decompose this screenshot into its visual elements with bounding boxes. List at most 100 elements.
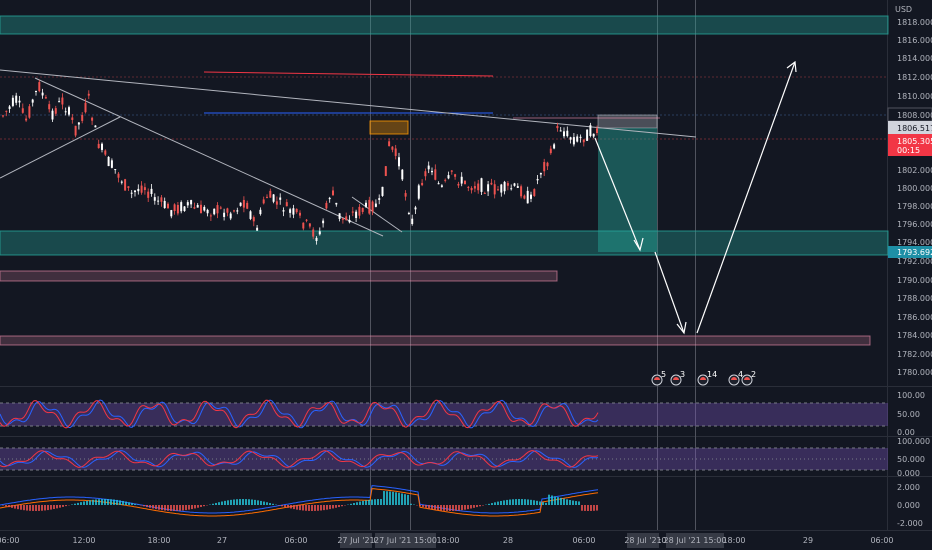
candle[interactable] xyxy=(299,210,301,219)
candle[interactable] xyxy=(256,225,259,231)
candle[interactable] xyxy=(54,105,57,116)
arrow-up[interactable] xyxy=(696,61,796,334)
candle[interactable] xyxy=(77,122,80,130)
candle[interactable] xyxy=(140,181,143,195)
candle[interactable] xyxy=(371,200,374,216)
candle[interactable] xyxy=(500,183,503,197)
candle[interactable] xyxy=(417,183,420,201)
candle[interactable] xyxy=(454,173,457,180)
candle[interactable] xyxy=(332,186,334,196)
candle[interactable] xyxy=(209,213,212,222)
candle[interactable] xyxy=(526,186,529,204)
candle[interactable] xyxy=(589,122,592,138)
candle[interactable] xyxy=(150,184,153,197)
candle[interactable] xyxy=(58,97,61,103)
projection-arrows[interactable] xyxy=(594,60,797,335)
candle[interactable] xyxy=(576,134,579,143)
supply-zone[interactable] xyxy=(0,15,889,35)
candle[interactable] xyxy=(242,196,245,213)
candle[interactable] xyxy=(15,92,18,106)
candle[interactable] xyxy=(269,188,272,198)
candle[interactable] xyxy=(305,219,308,223)
candle[interactable] xyxy=(467,185,470,192)
candle[interactable] xyxy=(394,144,397,160)
candle[interactable] xyxy=(193,202,196,210)
candle[interactable] xyxy=(44,94,47,99)
candle[interactable] xyxy=(579,134,582,143)
candle[interactable] xyxy=(401,169,404,181)
candle[interactable] xyxy=(147,188,150,203)
candle[interactable] xyxy=(572,132,575,147)
candle[interactable] xyxy=(226,207,229,217)
candle[interactable] xyxy=(421,179,424,187)
candle[interactable] xyxy=(91,116,94,125)
trend-line[interactable] xyxy=(0,116,121,179)
candle[interactable] xyxy=(341,218,344,224)
candle[interactable] xyxy=(81,112,84,124)
candle[interactable] xyxy=(117,172,120,183)
candle[interactable] xyxy=(338,213,341,222)
candle[interactable] xyxy=(520,184,523,199)
candle[interactable] xyxy=(252,215,255,227)
pink-zone[interactable] xyxy=(0,335,871,346)
candle[interactable] xyxy=(569,136,572,144)
candle[interactable] xyxy=(285,199,288,207)
earnings-icon[interactable]: 14 xyxy=(697,370,717,386)
candle[interactable] xyxy=(97,139,100,149)
candle[interactable] xyxy=(592,133,595,139)
candle[interactable] xyxy=(559,126,562,132)
candle[interactable] xyxy=(176,201,179,216)
candle[interactable] xyxy=(404,190,407,201)
candle[interactable] xyxy=(381,186,384,197)
candle[interactable] xyxy=(213,208,216,216)
earnings-icon[interactable]: 3 xyxy=(670,370,685,386)
candle[interactable] xyxy=(530,191,532,203)
candle[interactable] xyxy=(272,194,275,204)
candle[interactable] xyxy=(163,197,166,209)
candle[interactable] xyxy=(124,178,127,191)
candle[interactable] xyxy=(216,202,219,219)
candle[interactable] xyxy=(153,193,156,205)
candle[interactable] xyxy=(348,215,351,224)
candle[interactable] xyxy=(190,199,193,209)
candle[interactable] xyxy=(167,202,169,209)
target-zone[interactable] xyxy=(598,128,657,252)
candle[interactable] xyxy=(407,211,410,215)
candle[interactable] xyxy=(503,180,506,195)
candle[interactable] xyxy=(477,179,480,194)
candle[interactable] xyxy=(183,206,186,212)
candle[interactable] xyxy=(8,105,11,113)
candle[interactable] xyxy=(470,186,473,194)
oscillator-lines[interactable] xyxy=(0,399,599,468)
candle[interactable] xyxy=(246,200,249,210)
candle[interactable] xyxy=(35,90,37,96)
candle[interactable] xyxy=(431,167,433,176)
demand-zone[interactable] xyxy=(0,230,889,256)
candle[interactable] xyxy=(130,189,133,199)
earnings-icon[interactable]: 5 xyxy=(651,370,666,386)
candle[interactable] xyxy=(516,183,519,188)
candle[interactable] xyxy=(444,178,447,183)
earnings-icon[interactable]: 2 xyxy=(741,370,756,386)
candle[interactable] xyxy=(328,196,331,203)
candle[interactable] xyxy=(292,204,295,219)
candlestick-series[interactable] xyxy=(2,79,598,245)
candle[interactable] xyxy=(440,184,443,188)
candle[interactable] xyxy=(308,222,311,229)
macd-histogram[interactable] xyxy=(0,485,599,517)
candle[interactable] xyxy=(239,202,242,207)
candle[interactable] xyxy=(2,114,4,118)
candle[interactable] xyxy=(28,104,31,119)
candle[interactable] xyxy=(355,209,358,222)
candle[interactable] xyxy=(490,178,493,186)
candle[interactable] xyxy=(196,203,199,208)
candle[interactable] xyxy=(200,200,202,214)
candle[interactable] xyxy=(543,158,546,177)
candle[interactable] xyxy=(233,209,235,213)
candle[interactable] xyxy=(64,107,67,116)
candle[interactable] xyxy=(31,98,34,107)
candle[interactable] xyxy=(41,88,44,99)
candle[interactable] xyxy=(87,90,90,100)
candle[interactable] xyxy=(566,126,569,138)
candle[interactable] xyxy=(219,205,222,210)
